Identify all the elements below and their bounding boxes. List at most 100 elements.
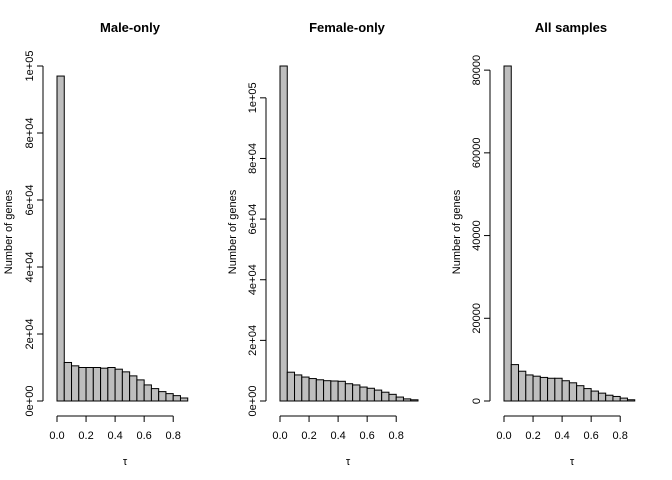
y-axis: 0 20000 40000 60000 80000 bbox=[471, 55, 491, 404]
y-tick-label: 6e+04 bbox=[247, 204, 259, 235]
y-tick-label: 4e+04 bbox=[247, 264, 259, 295]
histogram-bar bbox=[410, 399, 419, 402]
histogram-bar bbox=[619, 397, 628, 402]
histogram-bar bbox=[503, 65, 512, 402]
histogram-bar bbox=[554, 377, 563, 402]
histogram-bar bbox=[129, 375, 138, 402]
histogram-bar bbox=[547, 377, 556, 402]
chart-title: Male-only bbox=[100, 20, 161, 35]
x-tick-label: 0.0 bbox=[49, 430, 64, 442]
x-tick-label: 0.0 bbox=[496, 430, 511, 442]
histogram-bar bbox=[626, 399, 636, 402]
histogram-bar bbox=[330, 380, 339, 402]
histogram-bar bbox=[561, 380, 570, 402]
y-tick-label: 1e+05 bbox=[24, 51, 36, 82]
x-axis: 0.0 0.2 0.4 0.6 0.8 bbox=[272, 415, 404, 442]
histogram-bar bbox=[179, 397, 189, 402]
y-tick-label: 6e+04 bbox=[24, 185, 36, 216]
x-tick-label: 0.2 bbox=[78, 430, 93, 442]
y-tick-label: 0e+00 bbox=[24, 386, 36, 417]
y-tick-label: 20000 bbox=[471, 303, 483, 334]
x-tick-label: 0.8 bbox=[613, 430, 628, 442]
x-tick-label: 0.6 bbox=[137, 430, 152, 442]
histogram-bar bbox=[590, 390, 599, 402]
histogram-bar bbox=[143, 384, 152, 402]
histogram-bar bbox=[165, 393, 174, 402]
histogram-bar bbox=[583, 388, 592, 402]
histogram-bar bbox=[92, 367, 102, 402]
histogram-bar bbox=[78, 367, 87, 402]
y-tick-label: 0 bbox=[471, 398, 483, 404]
x-tick-label: 0.8 bbox=[166, 430, 181, 442]
histogram-bar bbox=[388, 393, 397, 402]
panel-all-samples: All samples Number of genes τ 0.0 0.2 0.4 0… bbox=[451, 20, 636, 468]
y-tick-label: 2e+04 bbox=[24, 319, 36, 350]
x-axis-label: τ bbox=[570, 456, 575, 468]
histogram-bar bbox=[359, 386, 368, 402]
histogram-bar bbox=[576, 385, 585, 402]
histogram-bar bbox=[402, 398, 412, 402]
histogram-bar bbox=[381, 391, 390, 402]
histogram-bar bbox=[366, 387, 375, 402]
y-axis: 0e+00 2e+04 4e+04 6e+04 8e+04 1e+05 bbox=[247, 82, 267, 417]
y-axis: 0e+00 2e+04 4e+04 6e+04 8e+04 1e+05 bbox=[24, 51, 44, 417]
histogram-bar bbox=[612, 395, 621, 402]
histogram-bar bbox=[100, 367, 109, 402]
histogram-bar bbox=[337, 380, 346, 402]
histogram-bar bbox=[150, 388, 160, 402]
y-tick-label: 8e+04 bbox=[247, 143, 259, 174]
bar-group bbox=[56, 75, 189, 402]
panel-male-only: Male-only Number of genes τ 0.0 0.2 0.4 0.6… bbox=[3, 20, 189, 468]
x-axis: 0.0 0.2 0.4 0.6 0.8 bbox=[496, 415, 628, 442]
y-tick-label: 80000 bbox=[471, 55, 483, 86]
histogram-bar bbox=[85, 367, 94, 402]
bar-group bbox=[503, 65, 636, 402]
histogram-bar bbox=[71, 365, 80, 402]
x-tick-label: 0.4 bbox=[107, 430, 122, 442]
histogram-bar bbox=[539, 376, 549, 402]
x-axis-label: τ bbox=[123, 456, 128, 468]
histogram-bar bbox=[532, 375, 541, 402]
x-tick-label: 0.4 bbox=[330, 430, 345, 442]
chart-title: All samples bbox=[535, 20, 607, 35]
histogram-bar bbox=[107, 367, 116, 402]
histogram-bar bbox=[308, 378, 317, 402]
histogram-bar bbox=[286, 371, 296, 402]
histogram-bar bbox=[518, 370, 527, 402]
histogram-bar bbox=[114, 368, 123, 402]
y-axis-label: Number of genes bbox=[451, 189, 463, 274]
y-tick-label: 8e+04 bbox=[24, 118, 36, 149]
histogram-bar bbox=[597, 392, 607, 402]
panel-female-only: Female-only Number of genes τ 0.0 0.2 0.4 0… bbox=[227, 20, 419, 468]
histogram-bar bbox=[301, 376, 310, 402]
histogram-bar bbox=[56, 75, 65, 402]
y-tick-label: 2e+04 bbox=[247, 325, 259, 356]
histogram-bar bbox=[63, 361, 73, 402]
x-axis-label: τ bbox=[346, 456, 351, 468]
histogram-bar bbox=[323, 380, 332, 402]
x-tick-label: 0.2 bbox=[525, 430, 540, 442]
histogram-bar bbox=[136, 379, 145, 402]
x-axis: 0.0 0.2 0.4 0.6 0.8 bbox=[49, 415, 181, 442]
x-tick-label: 0.8 bbox=[389, 430, 404, 442]
histogram-bar bbox=[294, 374, 303, 402]
x-tick-label: 0.6 bbox=[360, 430, 375, 442]
x-tick-label: 0.2 bbox=[301, 430, 316, 442]
histogram-bar bbox=[605, 394, 614, 402]
y-tick-label: 40000 bbox=[471, 220, 483, 251]
y-tick-label: 1e+05 bbox=[247, 82, 259, 113]
histogram-bar bbox=[510, 364, 520, 402]
histogram-bar bbox=[344, 383, 354, 402]
histogram-bar bbox=[279, 65, 288, 402]
histogram-bar bbox=[352, 384, 361, 402]
y-tick-label: 60000 bbox=[471, 138, 483, 169]
x-tick-label: 0.6 bbox=[584, 430, 599, 442]
y-tick-label: 0e+00 bbox=[247, 386, 259, 417]
y-axis-label: Number of genes bbox=[3, 189, 15, 274]
histogram-bar bbox=[315, 379, 325, 402]
histogram-bar bbox=[395, 396, 404, 402]
histogram-bar bbox=[568, 382, 578, 402]
chart-title: Female-only bbox=[309, 20, 386, 35]
histogram-bar bbox=[121, 371, 131, 402]
